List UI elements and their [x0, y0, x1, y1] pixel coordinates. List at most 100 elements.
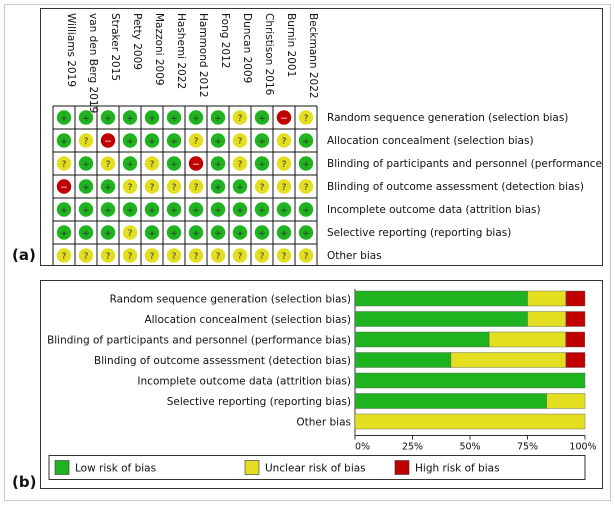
rating-symbol: + [214, 206, 222, 216]
rating-dot-unclear [276, 156, 292, 171]
rating-dot-high [276, 110, 292, 125]
rating-dot-low [232, 202, 248, 217]
rating-symbol: ? [238, 160, 243, 170]
rating-symbol: ? [150, 252, 155, 262]
rating-dot-low [298, 133, 314, 148]
rating-symbol: ? [238, 114, 243, 124]
rating-dot-low [100, 110, 116, 125]
rating-symbol: + [280, 229, 288, 239]
rating-dot-low [100, 179, 116, 194]
rating-symbol: + [302, 137, 310, 147]
rating-dot-low [122, 110, 138, 125]
rating-dot-low [232, 179, 248, 194]
rating-dot-unclear [276, 248, 292, 263]
rating-dot-low [78, 179, 94, 194]
rating-symbol: ? [282, 137, 287, 147]
rating-symbol: ? [282, 183, 287, 193]
rating-dot-low [122, 202, 138, 217]
rating-dot-low [254, 156, 270, 171]
bar-segment-unclear [450, 352, 567, 368]
rating-dot-low [166, 110, 182, 125]
rating-dot-unclear [298, 110, 314, 125]
rating-symbol: ? [304, 114, 309, 124]
bar-segment-unclear [546, 393, 586, 409]
rating-symbol: + [214, 229, 222, 239]
rating-dot-unclear [254, 179, 270, 194]
rating-symbol: ? [304, 183, 309, 193]
rating-dot-unclear [188, 133, 204, 148]
rating-dot-low [298, 225, 314, 240]
rating-dot-low [78, 202, 94, 217]
rating-symbol: + [126, 206, 134, 216]
rating-symbol: + [104, 206, 112, 216]
rating-symbol: ? [150, 160, 155, 170]
bar-segment-unclear [354, 413, 586, 430]
rating-dot-low [232, 225, 248, 240]
rating-dot-low [254, 110, 270, 125]
rating-symbol: + [214, 160, 222, 170]
bar-segment-low [354, 352, 452, 368]
rating-dot-unclear [276, 179, 292, 194]
legend-swatch-low [54, 460, 70, 475]
rating-symbol: ? [194, 183, 199, 193]
category-label: Allocation concealment (selection bias) [144, 314, 351, 326]
rating-dot-unclear [78, 248, 94, 263]
category-label: Other bias [296, 417, 351, 429]
bar-segment-unclear [527, 290, 567, 307]
rating-symbol: ? [282, 252, 287, 262]
rating-symbol: ? [260, 252, 265, 262]
rating-dot-low [56, 202, 72, 217]
category-label: Blinding of participants and personnel (… [47, 335, 351, 347]
rating-dot-low [78, 225, 94, 240]
rating-symbol: ? [238, 137, 243, 147]
bar-segment-high [565, 352, 586, 368]
rating-dot-unclear [56, 156, 72, 171]
rating-symbol: + [82, 160, 90, 170]
bar-segment-low [354, 372, 586, 389]
rating-symbol: + [126, 114, 134, 124]
rating-dot-low [210, 110, 226, 125]
rating-dot-low [254, 225, 270, 240]
rating-dot-high [100, 133, 116, 148]
rating-dot-low [144, 202, 160, 217]
study-label: Straker 2015 [109, 13, 121, 81]
risk-of-bias-summary-chart: Williams 2019 van den Berg 2019 Straker 20… [52, 13, 615, 268]
rating-dot-unclear [232, 248, 248, 263]
study-label: van den Berg 2019 [87, 13, 99, 113]
rating-dot-low [210, 225, 226, 240]
bar-segment-high [565, 331, 585, 348]
category-label: Random sequence generation (selection bi… [110, 294, 351, 306]
rating-symbol: + [258, 114, 266, 124]
rating-dot-unclear [144, 156, 160, 171]
rating-dot-unclear [166, 248, 182, 263]
rating-dot-unclear [188, 248, 204, 263]
study-label: Beckmann 2022 [307, 13, 319, 99]
x-tick-label: 50% [459, 442, 480, 453]
rating-symbol: + [192, 206, 200, 216]
rating-dot-low [210, 202, 226, 217]
rating-symbol: ? [282, 160, 287, 170]
rating-symbol: ? [128, 252, 133, 262]
rating-dot-unclear [254, 248, 270, 263]
rating-symbol: + [192, 114, 200, 124]
study-label: Hammond 2012 [197, 13, 209, 98]
study-label: Duncan 2009 [241, 13, 253, 83]
rating-dot-unclear [232, 110, 248, 125]
rating-dot-unclear [232, 156, 248, 171]
domain-label: Blinding of participants and personnel (… [327, 158, 602, 170]
x-tick-label: 0% [355, 442, 370, 453]
rating-symbol: + [258, 206, 266, 216]
risk-of-bias-graph-panel: Random sequence generation (selection bi… [40, 280, 603, 489]
bar-segment-unclear [488, 331, 566, 348]
rating-symbol: ? [172, 183, 177, 193]
rating-symbol: + [104, 229, 112, 239]
rating-dot-low [210, 156, 226, 171]
bar-segment-low [354, 311, 528, 327]
rating-symbol: + [258, 160, 266, 170]
rating-symbol: + [192, 229, 200, 239]
rating-dot-low [100, 225, 116, 240]
rating-dot-low [210, 179, 226, 194]
study-label: Christison 2016 [263, 13, 275, 96]
rating-dot-unclear [188, 179, 204, 194]
rating-symbol: + [302, 229, 310, 239]
